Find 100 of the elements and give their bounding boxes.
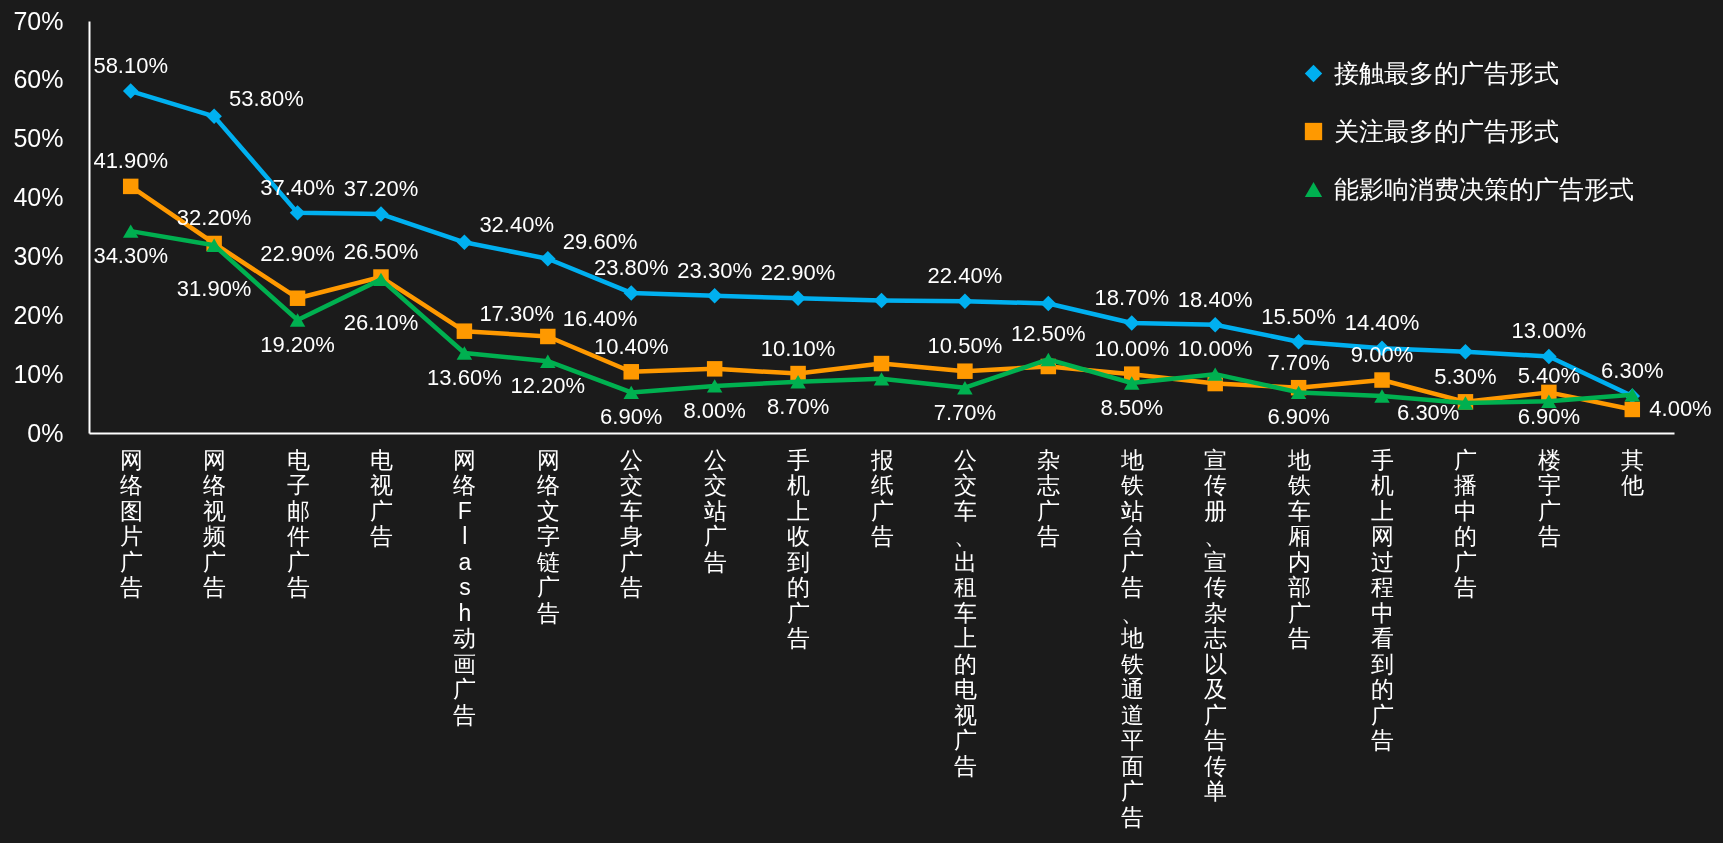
y-tick-label: 50% xyxy=(13,124,64,153)
x-tick-label: 电子邮件广告 xyxy=(286,446,310,600)
data-label: 6.90% xyxy=(1267,404,1330,430)
category-label: 公交车、出租车上的电视广告 xyxy=(953,446,977,779)
x-tick-label: 手机上收到的广告 xyxy=(787,446,811,651)
y-tick-label: 30% xyxy=(13,241,64,270)
legend-label: 接触最多的广告形式 xyxy=(1334,58,1559,87)
x-tick-label: 楼宇广告 xyxy=(1537,446,1561,549)
point xyxy=(122,83,139,99)
x-tick-label: 公交车身广告 xyxy=(620,446,644,600)
point xyxy=(1457,344,1474,360)
point xyxy=(1124,315,1140,331)
data-label: 7.70% xyxy=(933,399,997,425)
point xyxy=(1624,401,1641,418)
data-label: 13.00% xyxy=(1511,318,1587,344)
data-label: 5.40% xyxy=(1517,363,1581,389)
data-label: 22.90% xyxy=(760,260,836,286)
data-label: 10.40% xyxy=(593,333,669,359)
point xyxy=(1207,316,1223,333)
legend-label: 能影响消费决策的广告形式 xyxy=(1334,174,1634,203)
point xyxy=(1374,372,1390,388)
y-tick-label: 20% xyxy=(13,300,64,329)
point xyxy=(706,361,723,377)
point xyxy=(373,206,389,222)
y-tick-label: 10% xyxy=(13,359,64,388)
data-label: 10.50% xyxy=(927,333,1003,359)
data-label: 26.50% xyxy=(343,239,419,265)
point xyxy=(456,323,473,339)
data-label: 8.50% xyxy=(1100,394,1163,420)
data-label: 10.00% xyxy=(1094,336,1170,362)
point xyxy=(957,293,973,309)
data-label: 29.60% xyxy=(562,228,638,254)
y-tick-label: 40% xyxy=(13,183,64,212)
point xyxy=(540,328,556,345)
point xyxy=(623,385,639,400)
point xyxy=(122,178,139,195)
category-label: 宣传册、宣传杂志以及广告传单 xyxy=(1204,446,1228,804)
point xyxy=(122,224,139,238)
point xyxy=(1290,385,1307,400)
data-label: 15.50% xyxy=(1261,303,1336,329)
data-label: 7.70% xyxy=(1267,349,1330,375)
data-label: 58.10% xyxy=(93,53,169,79)
data-label: 19.20% xyxy=(260,331,335,357)
category-label: 地铁站台广告、地铁通道平面广告 xyxy=(1120,446,1144,830)
data-label: 10.00% xyxy=(1177,336,1253,362)
data-label: 18.40% xyxy=(1177,286,1253,312)
point xyxy=(873,292,890,309)
data-label: 22.40% xyxy=(927,263,1003,289)
data-label: 26.10% xyxy=(343,310,419,336)
data-label: 17.30% xyxy=(479,301,555,327)
point xyxy=(1290,334,1307,350)
data-label: 32.40% xyxy=(479,212,555,238)
point xyxy=(540,354,556,368)
data-label: 6.90% xyxy=(600,404,663,430)
data-label: 41.90% xyxy=(93,148,169,174)
point xyxy=(873,355,890,372)
x-tick-label: 网络图片广告 xyxy=(119,446,143,600)
x-tick-label: 网络视频广告 xyxy=(203,446,227,600)
y-tick-label: 60% xyxy=(13,65,64,94)
point xyxy=(289,290,306,306)
point xyxy=(1124,376,1140,390)
data-label: 13.60% xyxy=(427,364,502,390)
point xyxy=(1374,389,1390,403)
point xyxy=(1207,367,1223,381)
point xyxy=(623,364,639,380)
data-label: 14.40% xyxy=(1344,310,1420,336)
data-label: 6.30% xyxy=(1601,357,1664,383)
point xyxy=(1040,352,1057,367)
x-tick-label: 广播中的广告 xyxy=(1454,446,1478,600)
data-label: 23.80% xyxy=(593,254,669,280)
point xyxy=(456,234,473,251)
data-label: 22.90% xyxy=(260,241,335,267)
legend-label: 关注最多的广告形式 xyxy=(1334,116,1559,145)
x-tick-label: 报纸广告 xyxy=(869,446,894,549)
point xyxy=(957,380,973,395)
y-tick-label: 0% xyxy=(27,418,64,447)
point xyxy=(706,379,723,393)
data-label: 6.30% xyxy=(1397,399,1460,425)
point xyxy=(623,285,639,301)
data-label: 4.00% xyxy=(1649,396,1712,422)
point xyxy=(873,372,890,386)
data-label: 10.10% xyxy=(760,335,836,361)
data-label: 18.70% xyxy=(1094,284,1170,310)
data-label: 32.20% xyxy=(176,205,252,231)
point xyxy=(1541,394,1557,408)
x-tick-label: 其他 xyxy=(1621,446,1645,498)
point xyxy=(790,290,806,306)
point xyxy=(1040,295,1057,312)
point xyxy=(1541,348,1557,365)
point xyxy=(706,288,723,304)
category-label: 网络Flash 动画广告 xyxy=(453,446,477,728)
data-label: 37.20% xyxy=(343,176,419,202)
data-label: 5.30% xyxy=(1434,363,1497,389)
data-label: 53.80% xyxy=(229,86,304,112)
data-label: 16.40% xyxy=(562,306,638,332)
data-label: 12.20% xyxy=(510,373,586,399)
data-label: 23.30% xyxy=(677,257,752,283)
point xyxy=(790,375,806,389)
data-label: 34.30% xyxy=(93,243,169,269)
x-tick-label: 公交站广告 xyxy=(703,446,727,575)
